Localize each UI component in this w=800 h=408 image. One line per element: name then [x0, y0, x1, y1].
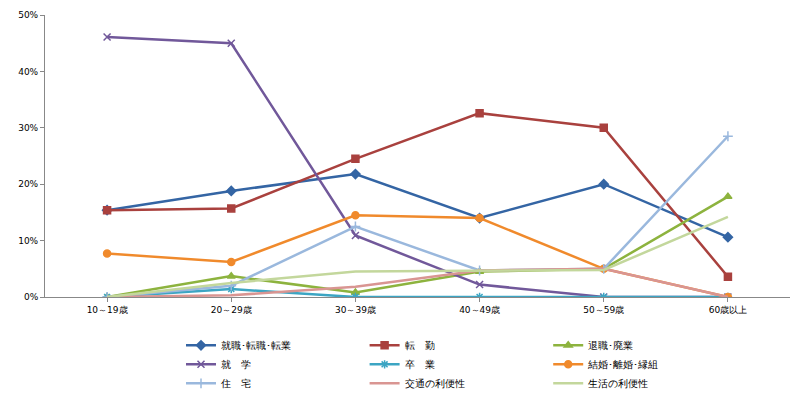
svg-text:40～49歳: 40～49歳	[459, 305, 500, 315]
svg-text:20%: 20%	[18, 179, 38, 189]
svg-text:転 勤: 転 勤	[405, 340, 435, 351]
svg-text:40%: 40%	[18, 67, 38, 77]
svg-text:50%: 50%	[18, 10, 38, 20]
svg-text:0%: 0%	[24, 292, 39, 302]
svg-text:交通の利便性: 交通の利便性	[405, 378, 465, 389]
svg-text:退職･廃業: 退職･廃業	[588, 340, 633, 351]
svg-text:10～19歳: 10～19歳	[87, 305, 128, 315]
svg-text:60歳以上: 60歳以上	[709, 305, 747, 315]
svg-text:就職･転職･転業: 就職･転職･転業	[221, 340, 291, 351]
svg-text:結婚･離婚･縁組: 結婚･離婚･縁組	[587, 359, 658, 370]
svg-text:10%: 10%	[18, 236, 38, 246]
svg-text:卒 業: 卒 業	[405, 359, 435, 370]
svg-text:生活の利便性: 生活の利便性	[588, 378, 648, 389]
svg-text:住 宅: 住 宅	[221, 378, 251, 389]
svg-text:20～29歳: 20～29歳	[211, 305, 252, 315]
svg-text:30%: 30%	[18, 123, 38, 133]
svg-text:30～39歳: 30～39歳	[335, 305, 376, 315]
svg-text:50～59歳: 50～59歳	[583, 305, 624, 315]
svg-text:就 学: 就 学	[221, 359, 251, 370]
